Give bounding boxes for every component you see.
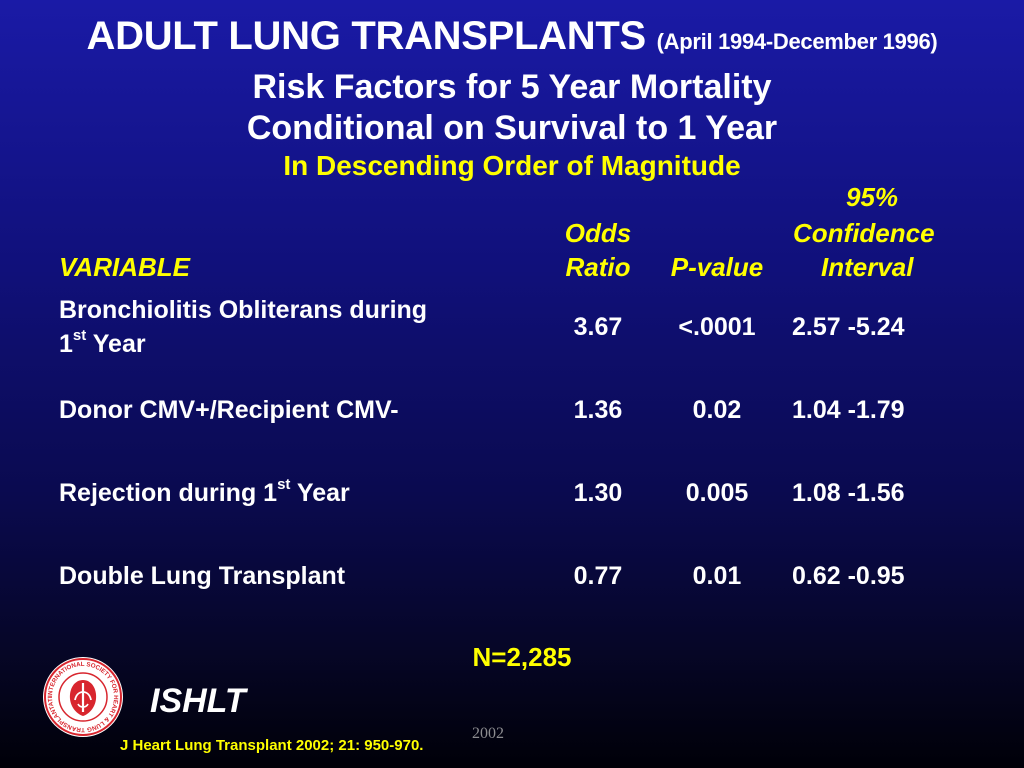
organization-name: ISHLT bbox=[150, 682, 246, 720]
variable-line-1: Bronchiolitis Obliterans during bbox=[59, 296, 428, 324]
table-cell-p-value: <.0001 bbox=[678, 313, 756, 341]
table-cell-ci: 0.62 -0.95 bbox=[792, 562, 905, 590]
sample-size: N=2,285 bbox=[472, 642, 572, 672]
table-cell-odds-ratio: 3.67 bbox=[573, 313, 623, 341]
table-cell-odds-ratio: 0.77 bbox=[573, 562, 623, 590]
column-header-p-value: P-value bbox=[670, 252, 764, 282]
table-cell-ci: 1.04 -1.79 bbox=[792, 396, 905, 424]
column-header-odds: Odds bbox=[564, 218, 632, 248]
ishlt-logo-icon: INTERNATIONAL SOCIETY FOR HEART & LUNG T… bbox=[42, 656, 123, 737]
subtitle-risk-factors: Risk Factors for 5 Year Mortality bbox=[252, 68, 772, 106]
table-cell-odds-ratio: 1.30 bbox=[573, 479, 623, 507]
table-cell-odds-ratio: 1.36 bbox=[573, 396, 623, 424]
table-cell-p-value: 0.02 bbox=[692, 396, 742, 424]
column-header-ratio: Ratio bbox=[565, 252, 631, 282]
table-row-variable: Bronchiolitis Obliterans during 1st Year bbox=[59, 296, 428, 358]
year-watermark: 2002 bbox=[472, 725, 504, 742]
column-header-ci-interval: Interval bbox=[821, 252, 914, 282]
table-row-variable: Rejection during 1st Year bbox=[59, 476, 350, 507]
column-header-ci-percent: 95% bbox=[846, 182, 899, 212]
column-header-variable: VARIABLE bbox=[59, 252, 190, 282]
table-row-variable: Double Lung Transplant bbox=[59, 562, 346, 590]
subtitle-conditional: Conditional on Survival to 1 Year bbox=[246, 109, 778, 147]
table-cell-ci: 2.57 -5.24 bbox=[792, 313, 905, 341]
table-cell-p-value: 0.01 bbox=[692, 562, 742, 590]
subtitle-order: In Descending Order of Magnitude bbox=[283, 150, 741, 181]
table-cell-ci: 1.08 -1.56 bbox=[792, 479, 905, 507]
citation: J Heart Lung Transplant 2002; 21: 950-97… bbox=[120, 737, 424, 754]
table-row-variable: Donor CMV+/Recipient CMV- bbox=[59, 396, 399, 424]
page-title: ADULT LUNG TRANSPLANTS (April 1994-Decem… bbox=[0, 14, 1024, 59]
column-header-ci-confidence: Confidence bbox=[793, 218, 935, 248]
title-main: ADULT LUNG TRANSPLANTS bbox=[86, 14, 647, 58]
title-dates: (April 1994-December 1996) bbox=[656, 29, 938, 54]
table-cell-p-value: 0.005 bbox=[685, 479, 749, 507]
